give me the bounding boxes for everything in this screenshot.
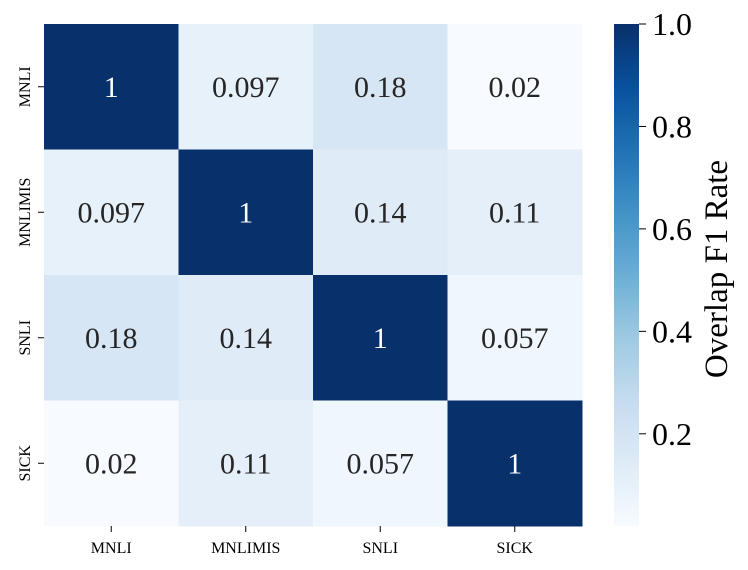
heatmap-cell <box>313 400 448 527</box>
y-tick-label: SICK <box>17 445 34 482</box>
y-tick-label: MNLIMIS <box>17 178 34 247</box>
colorbar-label: Overlap F1 Rate <box>699 160 735 378</box>
cell-value-label: 1 <box>238 196 253 229</box>
heatmap-cell <box>313 275 448 401</box>
x-tick-label: MNLIMIS <box>211 540 280 557</box>
heatmap-cell <box>178 24 314 150</box>
colorbar-tick-label: 0.4 <box>652 313 692 349</box>
cell-value-label: 0.18 <box>85 322 138 355</box>
heatmap-cell <box>44 400 179 527</box>
y-axis: MNLI MNLIMIS SNLI SICK <box>17 66 44 481</box>
cell-value-label: 0.11 <box>220 447 271 480</box>
heatmap-cell <box>178 275 314 401</box>
colorbar-tick-label: 0.2 <box>652 416 692 452</box>
x-axis: MNLI MNLIMIS SNLI SICK <box>91 526 534 557</box>
heatmap-cell <box>447 275 583 401</box>
cell-value-label: 0.02 <box>85 447 138 480</box>
y-tick-label: MNLI <box>17 66 34 107</box>
heatmap-cells: 1 0.097 0.18 0.02 0.097 1 0.14 0.11 0.18 0.14 1 0.0… <box>44 24 583 527</box>
cell-value-label: 0.18 <box>354 71 407 104</box>
cell-value-label: 1 <box>373 322 388 355</box>
cell-value-label: 0.14 <box>354 196 407 229</box>
cell-value-label: 0.02 <box>489 71 542 104</box>
cell-value-label: 0.14 <box>220 322 273 355</box>
cell-value-label: 0.097 <box>212 71 280 104</box>
heatmap-cell <box>447 24 583 150</box>
colorbar-gradient <box>614 24 639 526</box>
colorbar-tick-label: 0.6 <box>652 211 692 247</box>
heatmap-cell <box>313 24 448 150</box>
heatmap-cell <box>447 149 583 276</box>
cell-value-label: 0.11 <box>489 196 540 229</box>
colorbar: 0.2 0.4 0.6 0.8 1.0 Overlap F1 Rate <box>614 6 735 526</box>
heatmap-cell <box>178 149 314 276</box>
colorbar-tick-label: 1.0 <box>652 6 692 42</box>
heatmap-cell <box>447 400 583 527</box>
cell-value-label: 1 <box>104 71 119 104</box>
y-tick-label: SNLI <box>17 320 34 356</box>
heatmap-cell <box>44 149 179 276</box>
heatmap-cell <box>44 275 179 401</box>
heatmap-cell <box>313 149 448 276</box>
x-tick-label: SNLI <box>362 540 398 557</box>
x-tick-label: SICK <box>497 540 534 557</box>
heatmap-cell <box>178 400 314 527</box>
heatmap-cell <box>44 24 179 150</box>
colorbar-tick-label: 0.8 <box>652 108 692 144</box>
cell-value-label: 1 <box>507 447 522 480</box>
cell-value-label: 0.057 <box>481 322 549 355</box>
cell-value-label: 0.097 <box>78 196 146 229</box>
cell-value-label: 0.057 <box>347 447 415 480</box>
x-tick-label: MNLI <box>91 540 132 557</box>
